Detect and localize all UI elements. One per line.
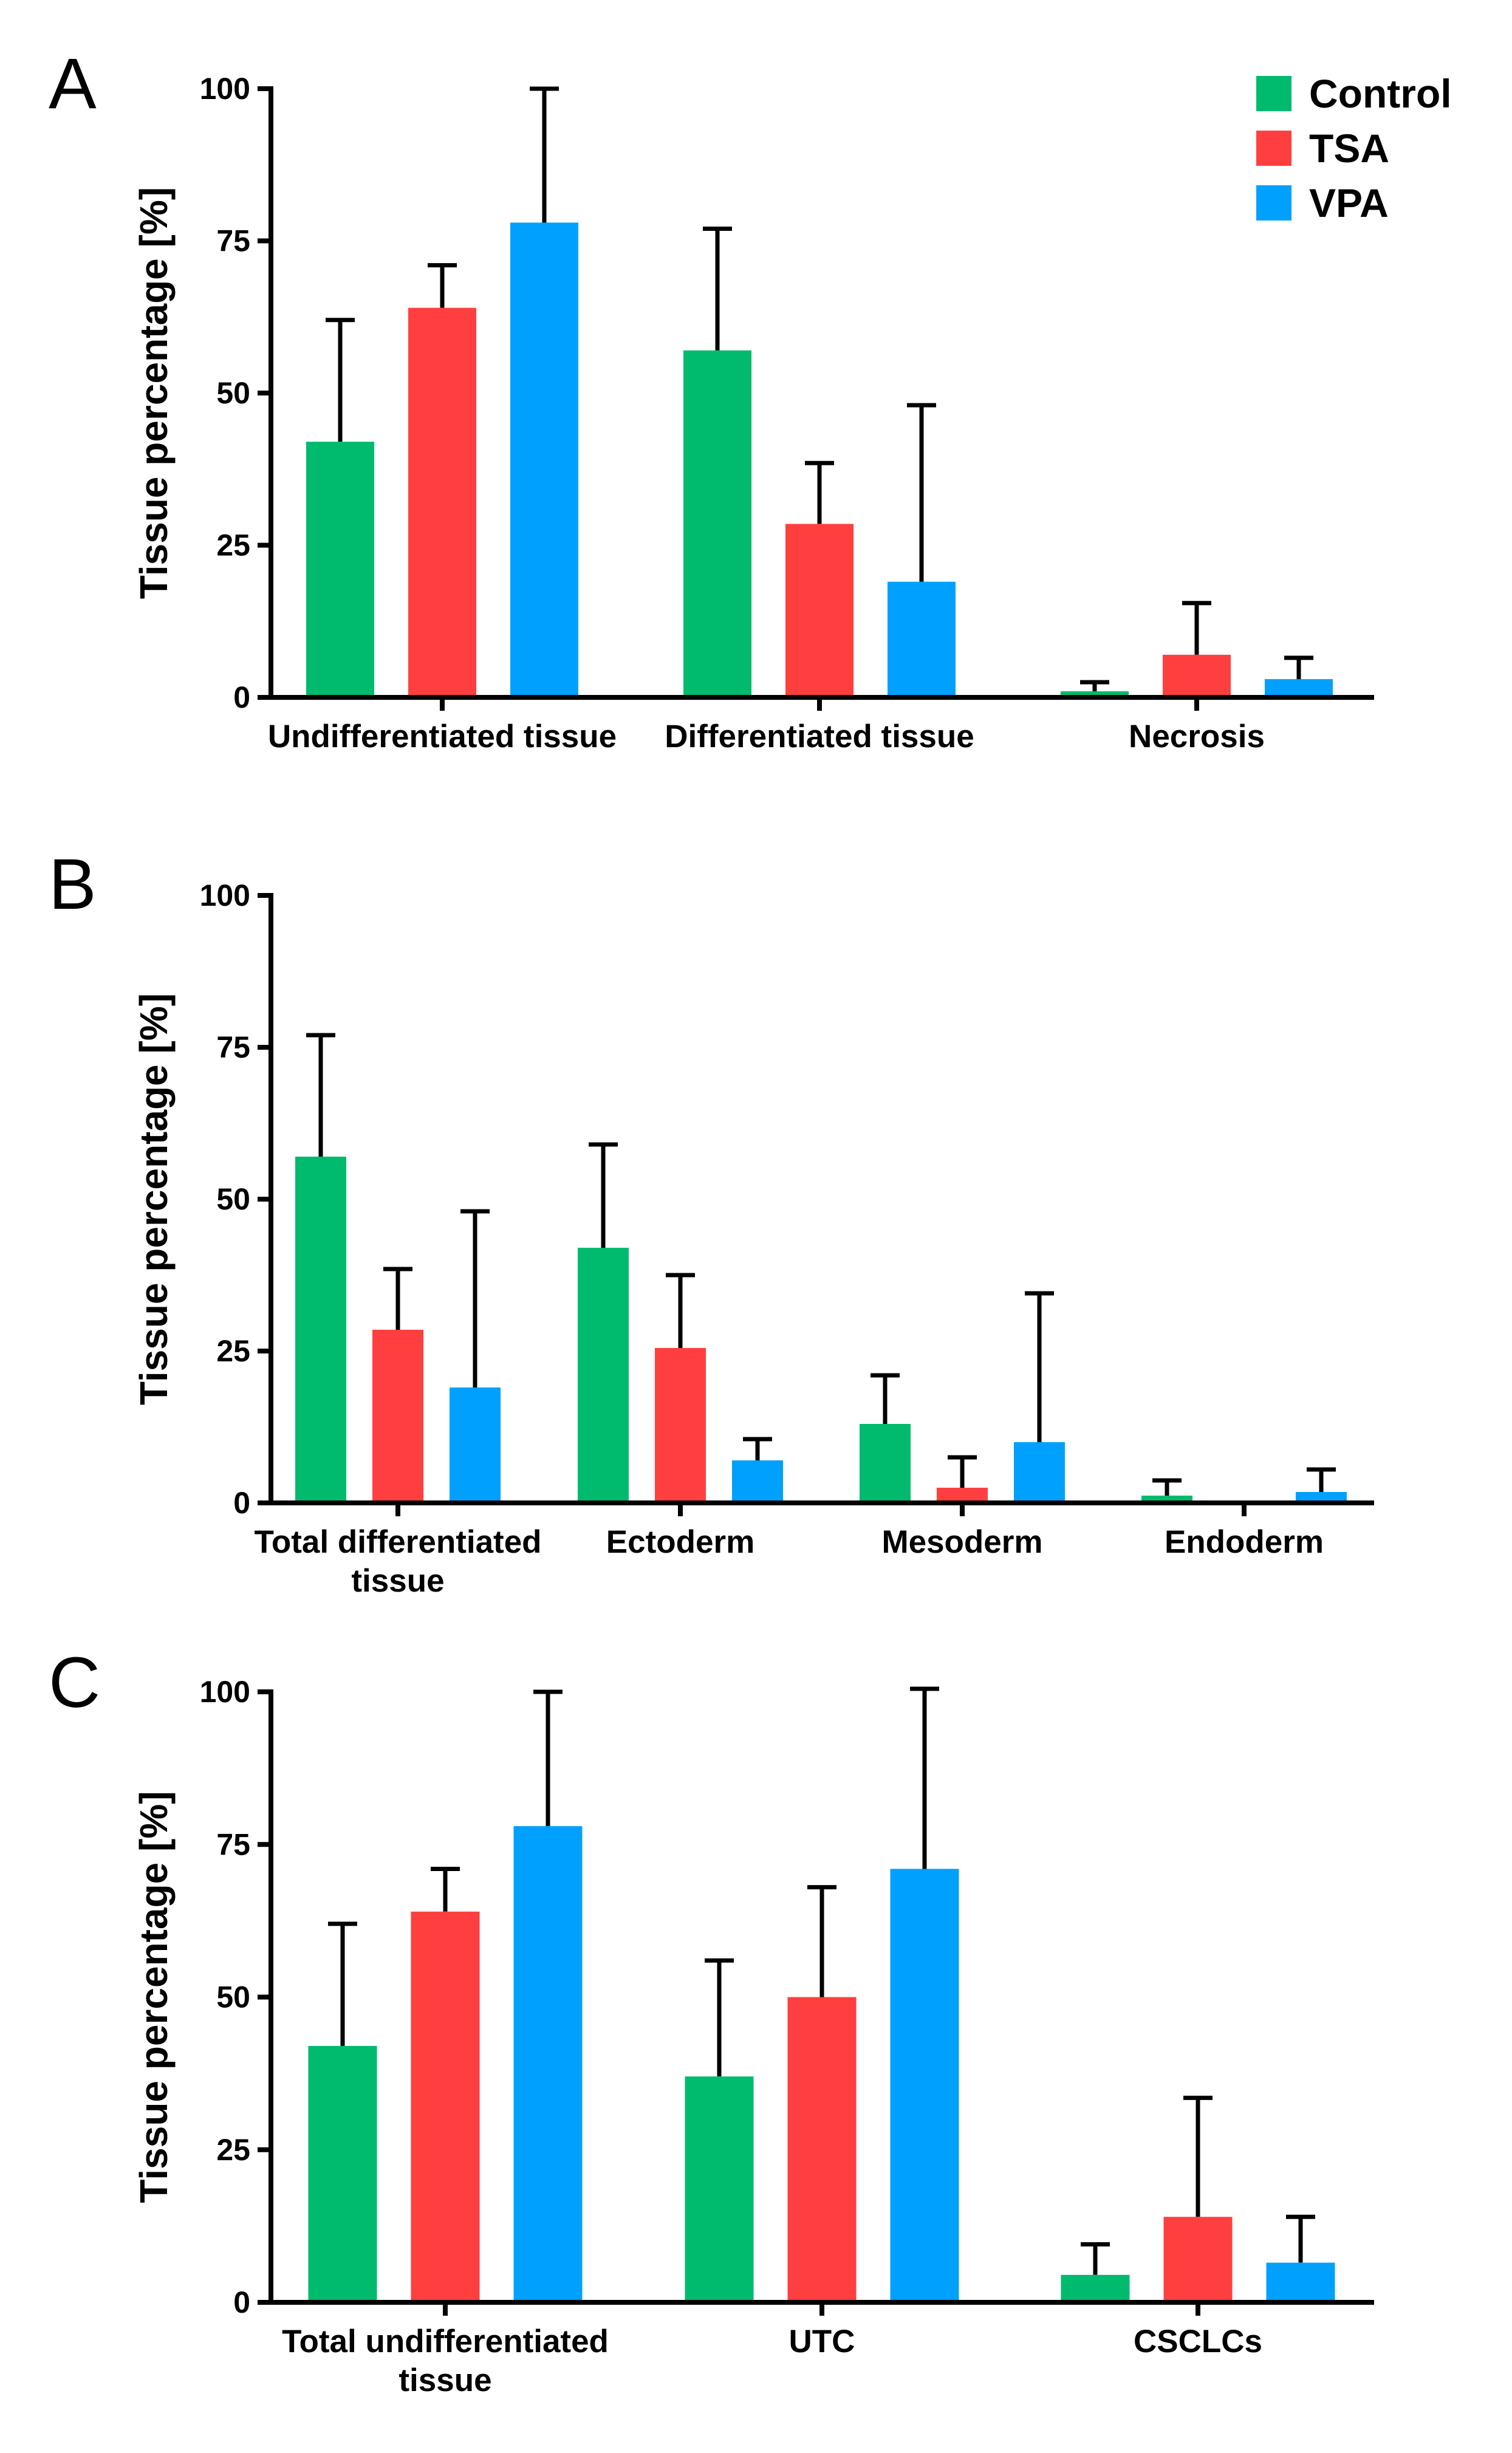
category-label: Total undifferentiated: [282, 2324, 609, 2359]
bar: [372, 1330, 423, 1503]
bar: [513, 1826, 583, 2302]
bar: [787, 1997, 857, 2302]
category-label: tissue: [351, 1563, 444, 1599]
bar: [295, 1157, 346, 1503]
bar: [785, 524, 853, 697]
category-label: Endoderm: [1165, 1524, 1324, 1560]
bar: [1061, 2274, 1130, 2302]
bar: [510, 222, 578, 697]
y-tick-label: 75: [216, 1827, 250, 1861]
legend: Control TSA VPA: [1256, 71, 1452, 225]
bar: [1014, 1442, 1065, 1503]
bar: [732, 1460, 783, 1503]
bar: [655, 1348, 706, 1503]
category-label: Ectoderm: [606, 1524, 754, 1560]
category-label: Undifferentiated tissue: [268, 719, 617, 754]
y-tick-label: 50: [216, 1980, 250, 2014]
chart-panel-B: B Tissue percentage [%] 0 25 50 75 100 Total di…: [49, 844, 1374, 1599]
y-tick-label: 75: [216, 1030, 250, 1064]
legend-swatch: [1256, 185, 1291, 221]
bar: [578, 1248, 629, 1503]
legend-label: TSA: [1309, 126, 1389, 171]
y-tick-label: 100: [200, 1675, 250, 1709]
category-label: Differentiated tissue: [665, 719, 974, 754]
bar: [683, 350, 751, 697]
bar: [890, 1869, 959, 2302]
category-label: CSCLCs: [1134, 2324, 1262, 2359]
y-axis-label: Tissue percentage [%]: [132, 1791, 176, 2203]
bar: [685, 2076, 754, 2302]
bar: [1163, 654, 1231, 697]
bar: [308, 2045, 377, 2302]
legend-label: VPA: [1309, 180, 1389, 225]
panel-letter: C: [49, 1643, 100, 1723]
panel-letter: B: [49, 844, 97, 925]
panel-letter: A: [49, 44, 97, 124]
y-tick-label: 50: [216, 1182, 250, 1216]
y-tick-label: 0: [233, 1486, 250, 1520]
y-tick-label: 25: [216, 2133, 250, 2167]
y-axis-label: Tissue percentage [%]: [132, 187, 176, 599]
bar: [450, 1387, 501, 1503]
bar: [1266, 2262, 1335, 2302]
bar: [408, 307, 476, 698]
category-label: Total differentiated: [254, 1524, 541, 1560]
category-label: tissue: [399, 2362, 491, 2398]
y-tick-label: 75: [216, 224, 250, 258]
bar: [888, 581, 956, 697]
legend-swatch: [1256, 131, 1291, 166]
legend-swatch: [1256, 76, 1291, 111]
legend-label: Control: [1309, 71, 1452, 116]
y-tick-label: 25: [216, 529, 250, 563]
category-label: Necrosis: [1129, 719, 1265, 754]
bar: [1296, 1492, 1347, 1503]
bar: [1265, 679, 1333, 697]
y-tick-label: 25: [216, 1334, 250, 1368]
y-tick-label: 100: [200, 878, 250, 912]
bar: [1163, 2217, 1233, 2302]
y-tick-label: 50: [216, 376, 250, 410]
bar: [1061, 691, 1129, 697]
y-tick-label: 100: [200, 72, 250, 106]
category-label: Mesoderm: [881, 1524, 1042, 1560]
bar: [411, 1911, 480, 2302]
bar: [306, 442, 374, 697]
bar: [860, 1424, 911, 1503]
bar: [937, 1488, 988, 1503]
y-axis-label: Tissue percentage [%]: [132, 993, 176, 1405]
y-tick-label: 0: [233, 680, 250, 714]
y-tick-label: 0: [233, 2285, 250, 2319]
chart-panel-C: C Tissue percentage [%] 0 25 50 75 100 Total un…: [49, 1643, 1374, 2398]
chart-panel-A: A Tissue percentage [%] 0 25 50 75 100 Undiffer…: [49, 44, 1374, 754]
category-label: UTC: [789, 2324, 855, 2359]
